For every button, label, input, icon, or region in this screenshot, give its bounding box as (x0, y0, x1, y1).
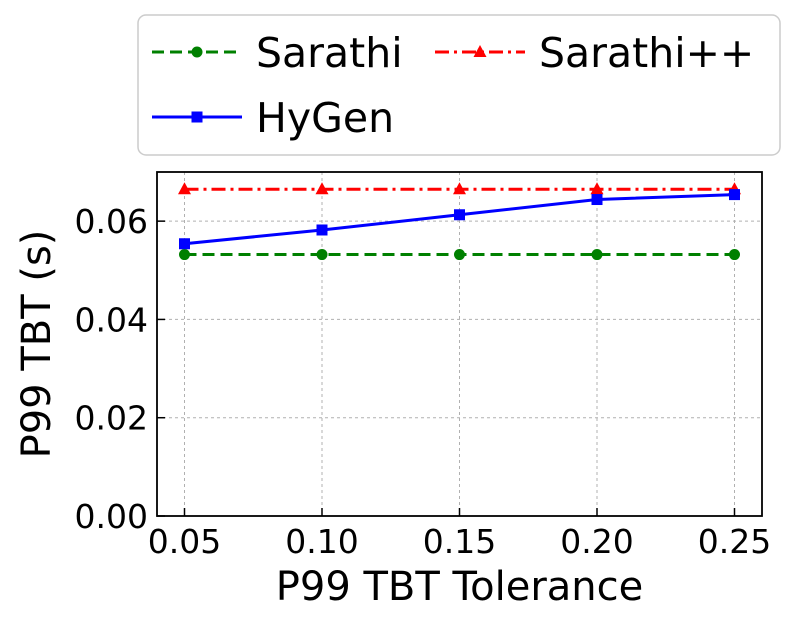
x-tick-label: 0.15 (423, 522, 496, 561)
data-point-sarathiplusplus (315, 182, 329, 195)
data-point-sarathi (729, 249, 740, 261)
data-point-sarathiplusplus (178, 182, 191, 195)
legend: Sarathi Sarathi++ HyGen (152, 29, 754, 142)
legend-marker-sarathi (191, 46, 203, 58)
plot-frame (156, 171, 763, 517)
y-tick-label: 0.02 (75, 399, 148, 438)
y-axis-label: P99 TBT (s) (14, 230, 60, 459)
y-tick-label: 0.00 (75, 497, 148, 536)
data-point-sarathi (179, 249, 190, 261)
legend-marker-hygen (191, 111, 203, 123)
x-tick-label: 0.20 (560, 522, 633, 561)
y-tick-label: 0.06 (75, 202, 148, 241)
legend-marker-sarathiplusplus (473, 45, 487, 57)
x-axis-label: P99 TBT Tolerance (276, 564, 644, 610)
data-point-hygen (179, 238, 190, 250)
data-point-sarathi (454, 249, 465, 261)
series-layer (178, 182, 741, 261)
x-tick-label: 0.10 (285, 522, 358, 561)
legend-label-sarathi: Sarathi (256, 29, 403, 77)
data-point-sarathi (316, 249, 328, 261)
legend-label-hygen: HyGen (256, 94, 394, 142)
data-point-hygen (591, 194, 603, 206)
legend-label-sarathiplusplus: Sarathi++ (539, 29, 754, 77)
data-point-hygen (454, 209, 465, 221)
legend-box (137, 14, 781, 156)
x-tick-label: 0.25 (698, 522, 771, 561)
data-point-hygen (316, 224, 328, 236)
data-point-sarathiplusplus (590, 182, 604, 195)
data-point-sarathi (591, 249, 603, 261)
ticks: 0.05 0.10 0.15 0.20 0.25 0.00 0.02 0.04 0.06 (75, 202, 772, 561)
x-tick-label: 0.05 (148, 522, 221, 561)
y-tick-label: 0.04 (75, 300, 148, 339)
grid (157, 172, 762, 516)
data-point-sarathiplusplus (453, 182, 466, 195)
data-point-hygen (729, 189, 740, 201)
